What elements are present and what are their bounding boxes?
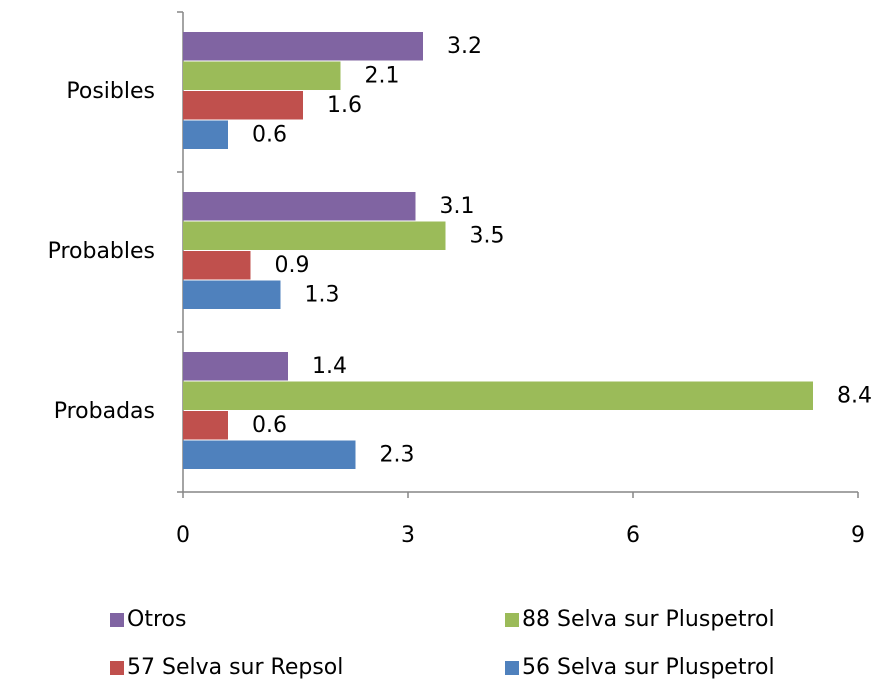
bar [183,192,416,221]
x-tick-label: 6 [626,523,640,548]
bar [183,221,446,250]
value-label: 3.2 [447,34,482,59]
bar [183,352,288,381]
value-label: 0.6 [252,413,287,438]
bar [183,440,356,469]
legend-label: Otros [127,607,186,632]
value-label: 0.6 [252,122,287,147]
legend-swatch [505,613,519,627]
legend-swatch [110,613,124,627]
bar [183,32,423,61]
legend-label: 88 Selva sur Pluspetrol [522,607,775,632]
bar [183,411,228,440]
value-label: 3.1 [440,194,475,219]
legend-label: 57 Selva sur Repsol [127,655,343,680]
value-label: 1.6 [327,93,362,118]
bar [183,251,251,280]
x-tick-label: 3 [401,523,415,548]
x-tick-label: 0 [176,523,190,548]
value-label: 0.9 [275,253,310,278]
value-label: 1.3 [305,282,340,307]
category-label: Posibles [66,79,155,104]
legend-swatch [505,661,519,675]
x-tick-label: 9 [851,523,865,548]
bar [183,91,303,120]
bar [183,61,341,90]
value-label: 3.5 [470,223,505,248]
bar [183,381,813,410]
value-label: 8.4 [837,383,872,408]
legend-label: 56 Selva sur Pluspetrol [522,655,775,680]
value-label: 2.1 [365,63,400,88]
value-label: 1.4 [312,354,347,379]
bar [183,280,281,309]
bar [183,120,228,149]
legend-swatch [110,661,124,675]
value-label: 2.3 [380,442,415,467]
category-label: Probables [48,239,155,264]
category-label: Probadas [54,399,155,424]
